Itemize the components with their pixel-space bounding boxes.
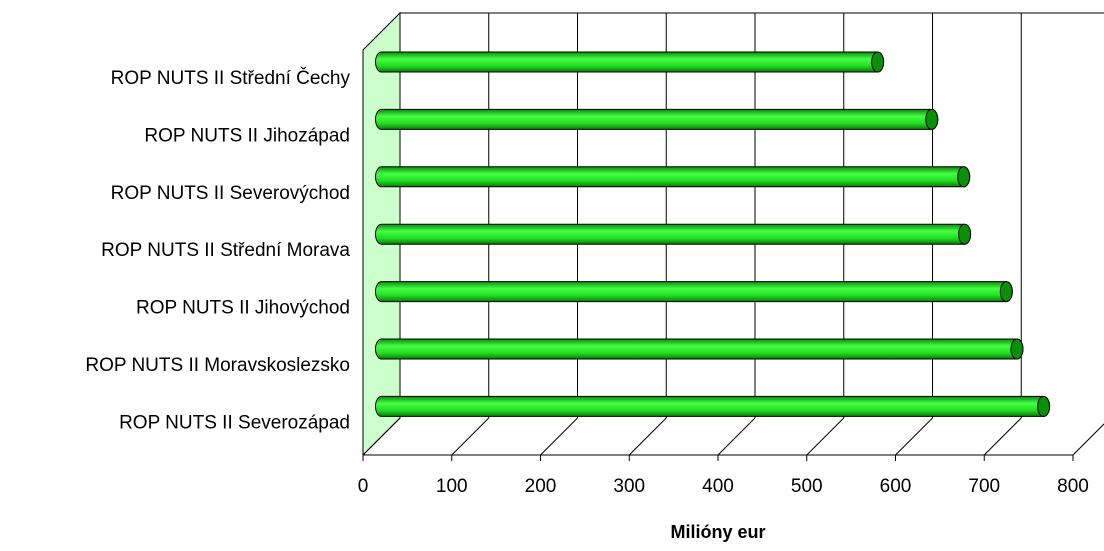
bar-end — [999, 281, 1013, 303]
bar-end — [925, 108, 939, 130]
y-tick-label: ROP NUTS II Moravskoslezsko — [85, 355, 350, 376]
bar — [375, 338, 1024, 360]
grid-line — [983, 417, 1022, 456]
y-tick-label: ROP NUTS II Severozápad — [119, 412, 350, 433]
grid-line — [806, 417, 845, 456]
x-tick-label: 200 — [525, 476, 557, 497]
grid-line — [628, 417, 667, 456]
bar-end — [958, 223, 972, 245]
y-tick-label: ROP NUTS II Jihozápad — [144, 125, 350, 146]
bar-body — [375, 166, 971, 188]
bar — [375, 108, 939, 130]
x-tick-label: 700 — [968, 476, 1000, 497]
x-tick-label: 500 — [791, 476, 823, 497]
bar-end — [957, 166, 971, 188]
grid-line — [540, 417, 578, 456]
grid-line — [1072, 423, 1104, 456]
bar — [375, 223, 972, 245]
bar-body — [375, 338, 1024, 360]
grid-line — [362, 417, 401, 456]
x-tick-label: 100 — [436, 476, 468, 497]
y-tick-label: ROP NUTS II Severovýchod — [111, 183, 350, 204]
bar-end — [1010, 338, 1024, 360]
bar — [375, 395, 1051, 417]
bar — [375, 281, 1013, 303]
x-tick-label: 600 — [880, 476, 912, 497]
bar-body — [375, 281, 1013, 303]
x-axis-title: Milióny eur — [670, 522, 765, 542]
bar-body — [375, 395, 1051, 417]
y-tick-label: ROP NUTS II Střední Morava — [101, 240, 350, 261]
bar-end — [1037, 395, 1051, 417]
grid-line — [717, 417, 756, 456]
grid-line — [895, 417, 933, 456]
bar-body — [375, 223, 972, 245]
y-tick-label: ROP NUTS II Jihovýchod — [136, 298, 350, 319]
x-tick-label: 400 — [702, 476, 734, 497]
x-tick-label: 0 — [358, 476, 369, 497]
x-tick-label: 800 — [1057, 476, 1089, 497]
bar — [375, 166, 971, 188]
bar-end — [871, 51, 885, 73]
x-tick-label: 300 — [613, 476, 645, 497]
bar-body — [375, 108, 939, 130]
grid-line — [451, 417, 490, 456]
bar — [375, 51, 885, 73]
y-tick-label: ROP NUTS II Střední Čechy — [111, 67, 351, 89]
bar-body — [375, 51, 885, 73]
